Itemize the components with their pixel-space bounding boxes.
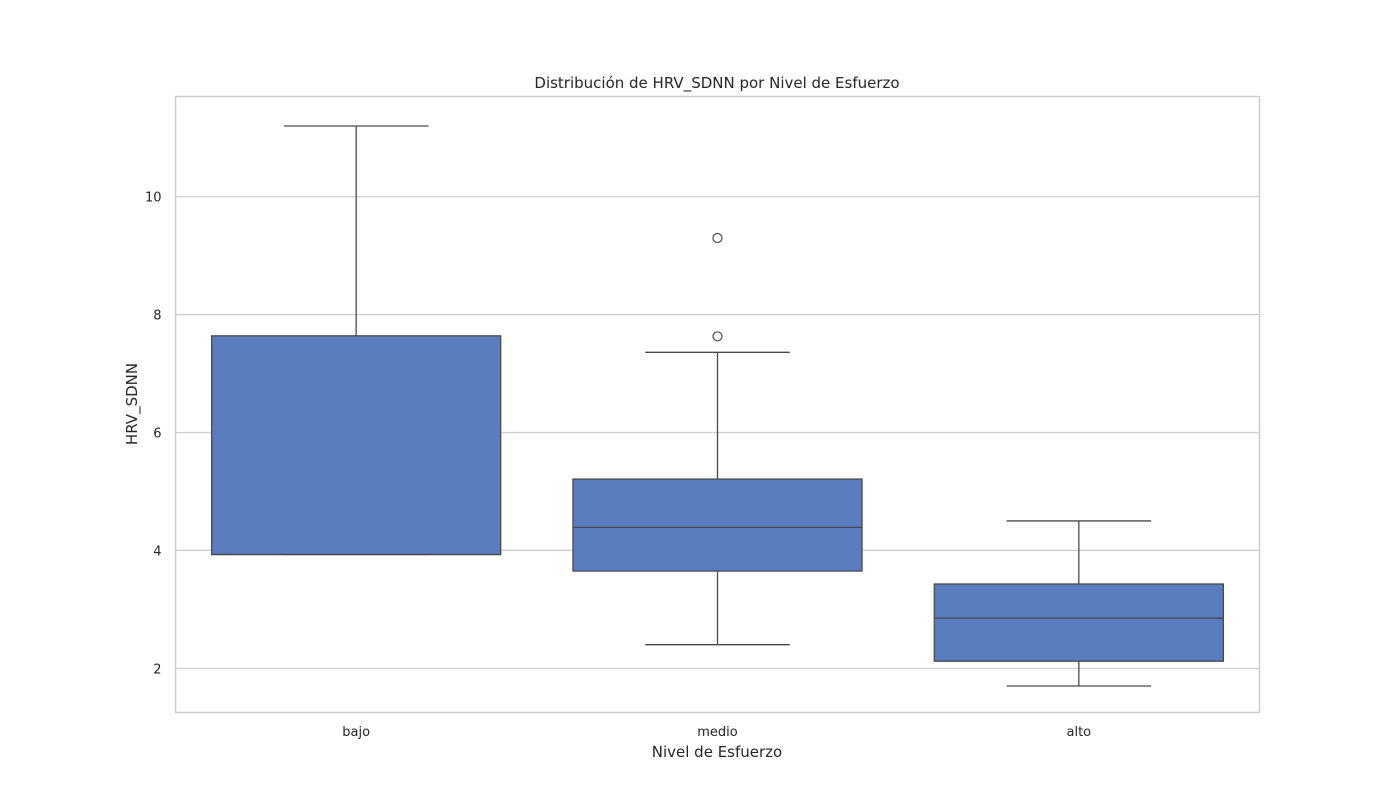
y-tick-label: 10 [145,191,162,206]
box-medio [572,232,863,646]
box-body [572,478,863,572]
plot-frame [174,95,1261,714]
box-bajo [210,125,502,556]
y-axis-ticks: 2 4 6 8 10 [145,191,162,678]
outlier-point [712,331,723,342]
chart-title: Distribución de HRV_SDNN por Nivel de Es… [534,74,899,93]
x-axis-label: Nivel de Esfuerzo [652,743,782,761]
box-body [933,583,1225,662]
y-tick-label: 2 [153,662,161,677]
box-alto [933,520,1225,687]
x-axis-ticks: bajo medio alto [342,725,1091,740]
y-tick-label: 4 [153,544,161,559]
x-tick-label: bajo [342,725,370,740]
x-tick-label: medio [697,725,738,740]
outlier-point [712,232,723,244]
y-tick-label: 8 [153,309,161,324]
box-body [210,335,502,556]
y-axis-label: HRV_SDNN [123,363,142,445]
x-tick-label: alto [1067,725,1092,740]
box-series [210,125,1225,687]
y-tick-label: 6 [153,427,161,442]
